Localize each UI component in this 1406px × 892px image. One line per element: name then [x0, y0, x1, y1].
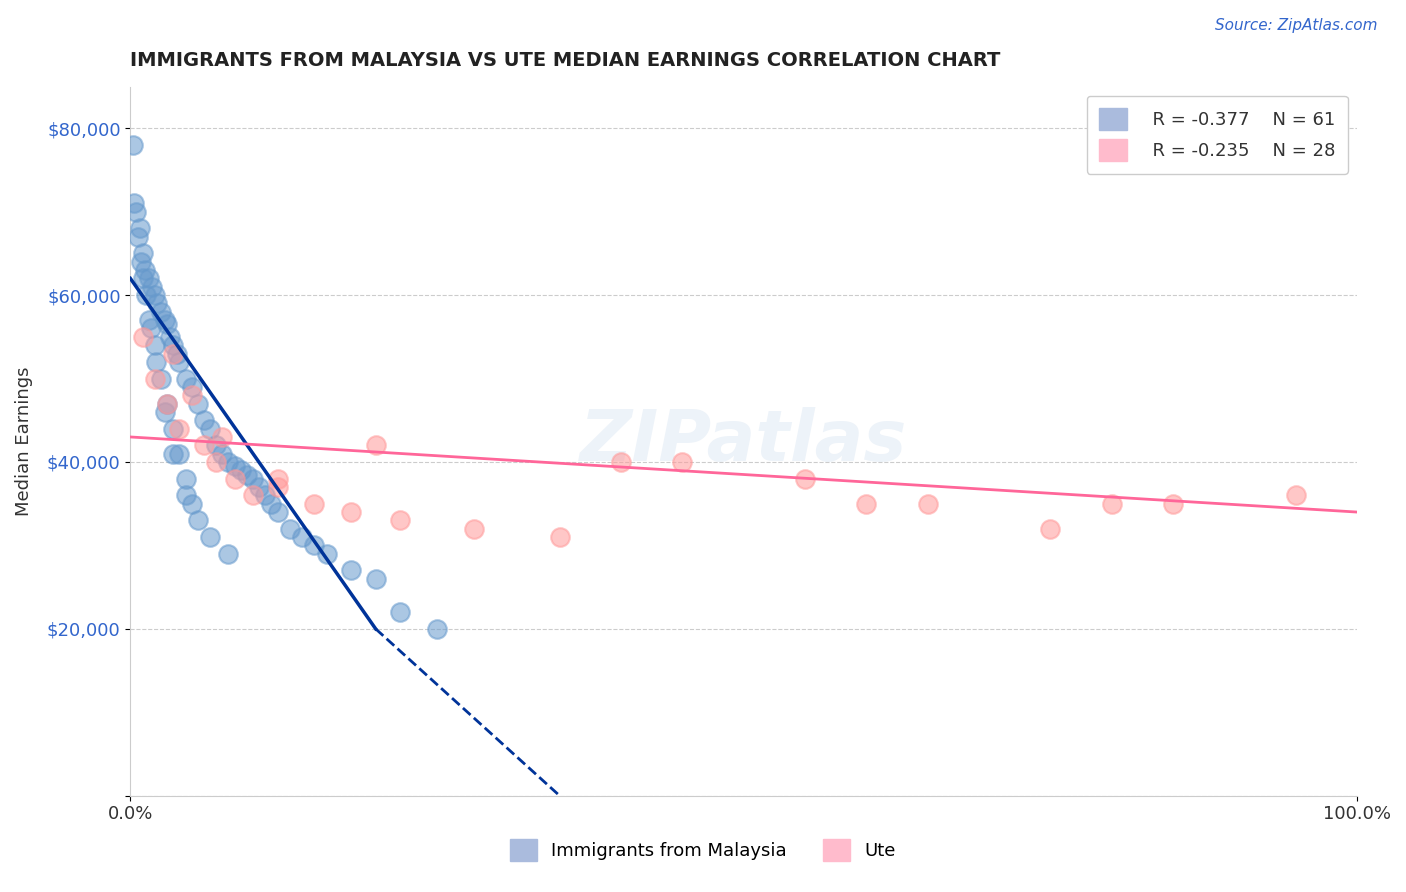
Point	[169, 355, 191, 369]
Point	[917, 497, 939, 511]
Point	[389, 513, 412, 527]
Point	[156, 318, 179, 332]
Point	[143, 371, 166, 385]
Point	[198, 422, 221, 436]
Legend: Immigrants from Malaysia, Ute: Immigrants from Malaysia, Ute	[498, 827, 908, 874]
Point	[143, 288, 166, 302]
Point	[229, 463, 252, 477]
Point	[153, 313, 176, 327]
Point	[304, 497, 326, 511]
Point	[153, 405, 176, 419]
Y-axis label: Median Earnings: Median Earnings	[15, 367, 32, 516]
Point	[169, 447, 191, 461]
Point	[127, 229, 149, 244]
Point	[218, 547, 240, 561]
Point	[794, 472, 817, 486]
Point	[242, 472, 264, 486]
Point	[340, 564, 363, 578]
Point	[174, 371, 197, 385]
Point	[1039, 522, 1062, 536]
Point	[260, 497, 283, 511]
Point	[156, 396, 179, 410]
Point	[166, 346, 188, 360]
Point	[121, 137, 143, 152]
Point	[205, 455, 228, 469]
Point	[254, 488, 277, 502]
Point	[340, 505, 363, 519]
Point	[224, 472, 246, 486]
Point	[278, 522, 301, 536]
Point	[463, 522, 485, 536]
Point	[141, 321, 163, 335]
Point	[266, 480, 288, 494]
Point	[143, 338, 166, 352]
Point	[193, 438, 215, 452]
Point	[150, 305, 173, 319]
Point	[125, 204, 148, 219]
Text: IMMIGRANTS FROM MALAYSIA VS UTE MEDIAN EARNINGS CORRELATION CHART: IMMIGRANTS FROM MALAYSIA VS UTE MEDIAN E…	[131, 51, 1001, 70]
Point	[135, 288, 157, 302]
Point	[211, 447, 233, 461]
Point	[1101, 497, 1123, 511]
Point	[242, 488, 264, 502]
Point	[162, 447, 184, 461]
Point	[131, 330, 153, 344]
Point	[211, 430, 233, 444]
Point	[180, 380, 202, 394]
Point	[131, 271, 153, 285]
Point	[174, 472, 197, 486]
Point	[169, 422, 191, 436]
Point	[291, 530, 314, 544]
Point	[610, 455, 633, 469]
Point	[162, 346, 184, 360]
Point	[180, 388, 202, 402]
Point	[187, 396, 209, 410]
Point	[266, 472, 288, 486]
Point	[156, 396, 179, 410]
Point	[1285, 488, 1308, 502]
Point	[224, 459, 246, 474]
Point	[138, 313, 160, 327]
Point	[364, 572, 387, 586]
Point	[426, 622, 449, 636]
Point	[162, 338, 184, 352]
Point	[150, 371, 173, 385]
Point	[131, 254, 153, 268]
Point	[193, 413, 215, 427]
Point	[131, 246, 153, 260]
Text: Source: ZipAtlas.com: Source: ZipAtlas.com	[1215, 18, 1378, 33]
Point	[1161, 497, 1184, 511]
Point	[304, 538, 326, 552]
Point	[315, 547, 337, 561]
Point	[187, 513, 209, 527]
Point	[247, 480, 270, 494]
Point	[122, 196, 145, 211]
Point	[129, 221, 152, 235]
Point	[146, 296, 169, 310]
Point	[138, 271, 160, 285]
Point	[205, 438, 228, 452]
Point	[364, 438, 387, 452]
Point	[236, 467, 259, 482]
Point	[198, 530, 221, 544]
Text: ZIPatlas: ZIPatlas	[581, 407, 907, 475]
Point	[218, 455, 240, 469]
Point	[162, 422, 184, 436]
Point	[141, 279, 163, 293]
Point	[134, 263, 156, 277]
Point	[180, 497, 202, 511]
Point	[266, 505, 288, 519]
Point	[855, 497, 877, 511]
Point	[145, 355, 167, 369]
Point	[671, 455, 693, 469]
Legend:   R = -0.377    N = 61,   R = -0.235    N = 28: R = -0.377 N = 61, R = -0.235 N = 28	[1087, 95, 1348, 174]
Point	[548, 530, 571, 544]
Point	[159, 330, 181, 344]
Point	[174, 488, 197, 502]
Point	[389, 605, 412, 619]
